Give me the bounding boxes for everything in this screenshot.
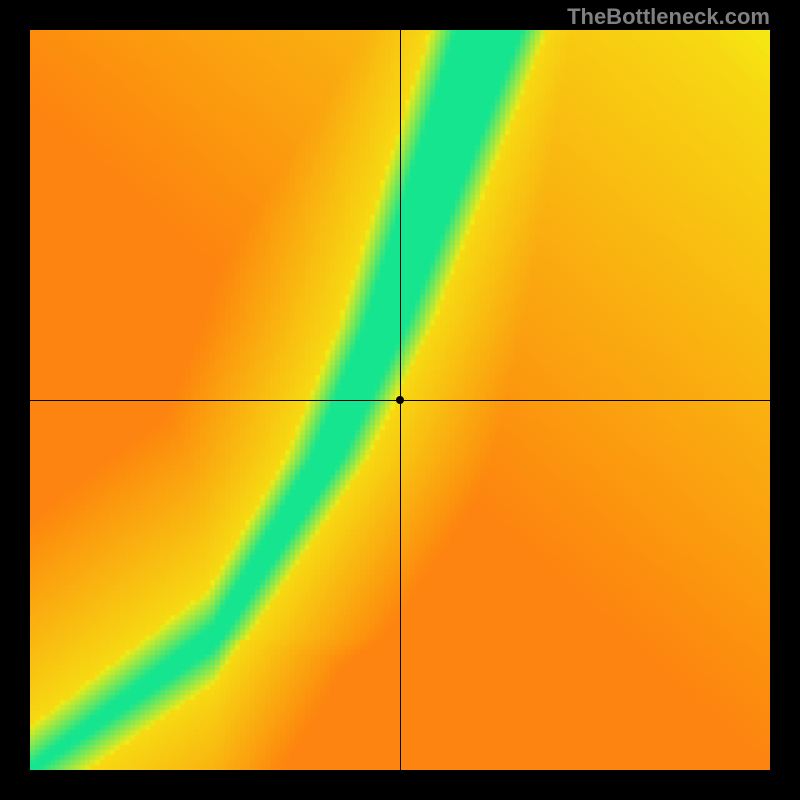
watermark-text: TheBottleneck.com	[567, 4, 770, 30]
chart-container: { "watermark": { "text": "TheBottleneck.…	[0, 0, 800, 800]
crosshair-center-dot	[396, 396, 404, 404]
